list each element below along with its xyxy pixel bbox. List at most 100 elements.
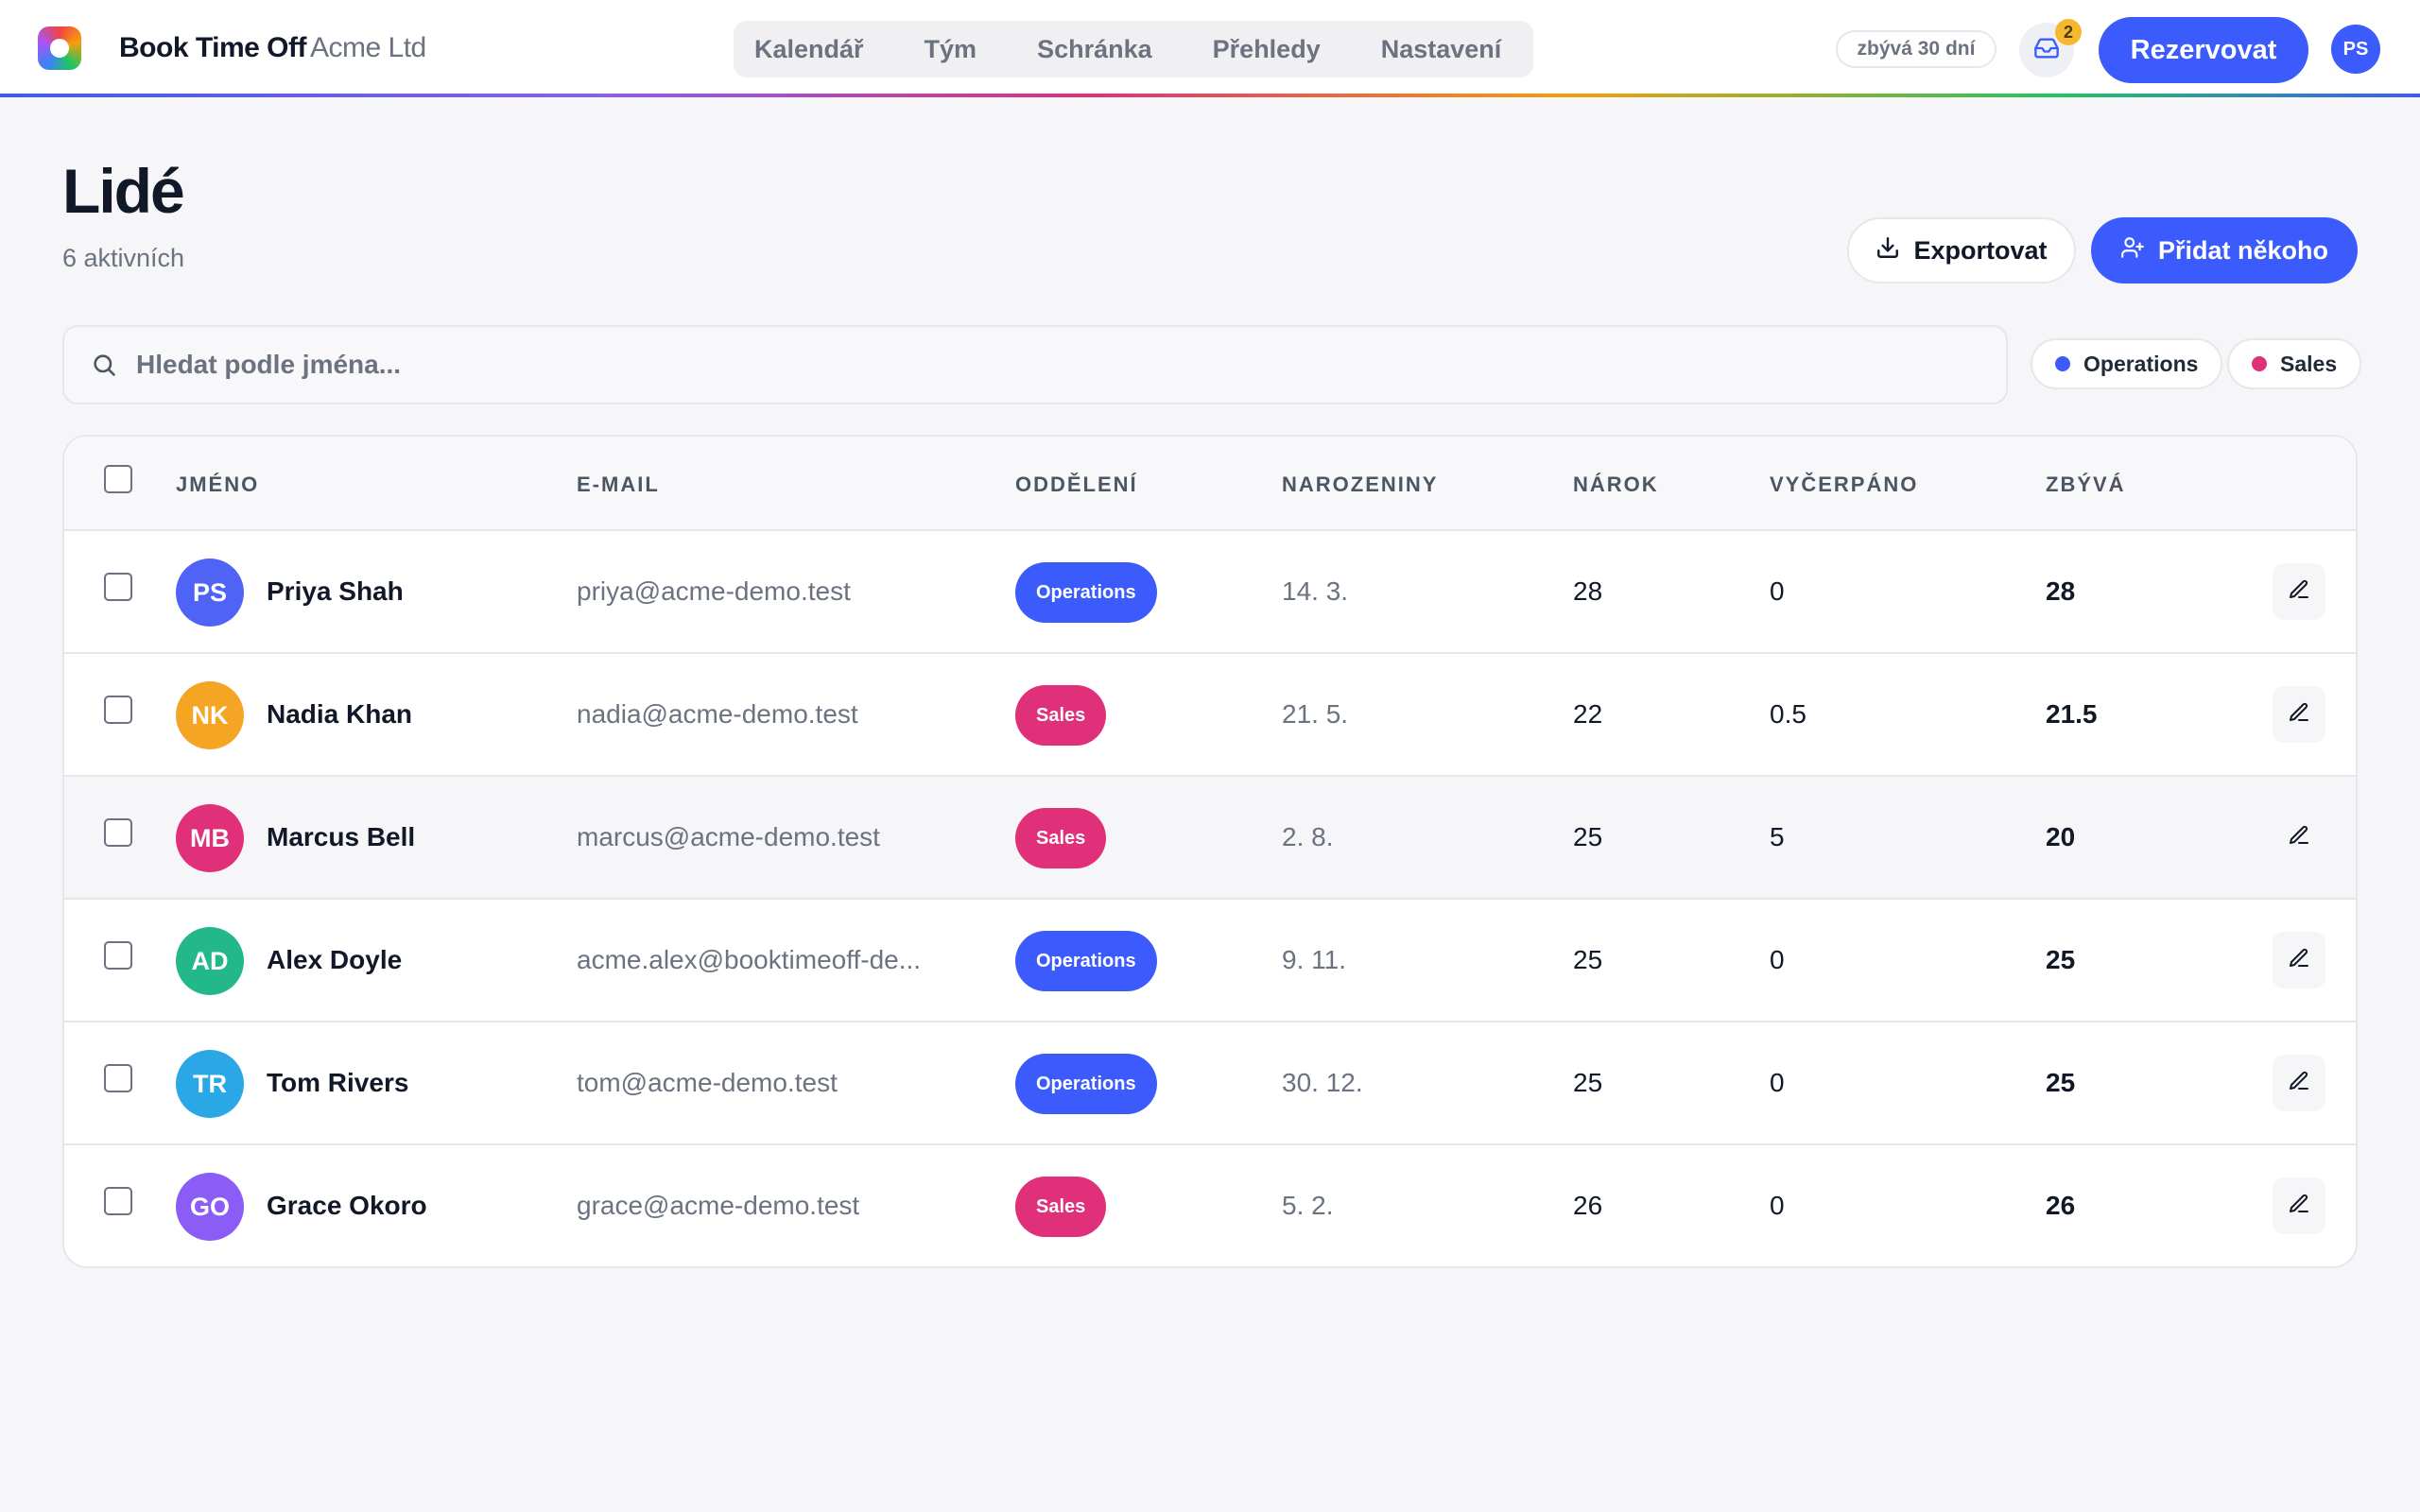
table-row[interactable]: AD Alex Doyle acme.alex@booktimeoff-de... O… [64,900,2356,1022]
entitlement-value: 25 [1573,822,1603,851]
download-icon [1876,235,1900,266]
sales-dot-icon [2252,356,2267,371]
used-value: 0 [1770,945,1785,974]
app-logo-icon[interactable] [38,26,81,70]
row-checkbox[interactable] [104,941,132,970]
birthday-value: 21. 5. [1282,699,1349,729]
birthday-value: 5. 2. [1282,1191,1334,1220]
column-header-remaining[interactable]: ZBÝVÁ [2046,472,2126,496]
filter-chip-label: Sales [2280,351,2338,376]
birthday-value: 2. 8. [1282,822,1334,851]
row-checkbox[interactable] [104,1187,132,1215]
book-button[interactable]: Rezervovat [2099,17,2308,83]
person-email: nadia@acme-demo.test [577,699,858,729]
table-row[interactable]: PS Priya Shah priya@acme-demo.test Operatio… [64,531,2356,654]
person-name[interactable]: Nadia Khan [267,699,413,729]
select-all-checkbox[interactable] [104,465,132,493]
person-email: priya@acme-demo.test [577,576,851,606]
birthday-value: 30. 12. [1282,1068,1363,1097]
add-person-label: Přidat někoho [2157,235,2329,265]
table-row[interactable]: TR Tom Rivers tom@acme-demo.test Operations… [64,1022,2356,1145]
nav-item-settings[interactable]: Nastavení [1380,34,1502,63]
page-title: Lidé [62,156,185,226]
pencil-icon [2288,578,2310,606]
edit-button[interactable] [2273,1055,2325,1111]
add-user-icon [2120,235,2145,266]
used-value: 0 [1770,1068,1785,1097]
nav-item-calendar[interactable]: Kalendář [754,34,864,63]
person-name[interactable]: Priya Shah [267,576,404,606]
used-value: 0 [1770,1191,1785,1220]
inbox-icon [2033,35,2060,66]
export-label: Exportovat [1913,235,2048,265]
nav-item-inbox[interactable]: Schránka [1037,34,1152,63]
edit-button[interactable] [2273,1177,2325,1234]
column-header-entitlement[interactable]: NÁROK [1573,472,1659,496]
remaining-value: 25 [2046,1068,2076,1097]
export-button[interactable]: Exportovat [1847,217,2076,284]
main-nav: Kalendář Tým Schránka Přehledy Nastavení [734,21,1533,77]
row-checkbox[interactable] [104,573,132,601]
avatar: MB [176,804,244,872]
column-header-department[interactable]: ODDĚLENÍ [1015,472,1138,496]
remaining-value: 20 [2046,822,2076,851]
avatar: TR [176,1050,244,1118]
row-checkbox[interactable] [104,696,132,724]
person-name[interactable]: Alex Doyle [267,945,403,974]
department-badge: Sales [1015,808,1107,868]
entitlement-value: 28 [1573,576,1603,606]
person-name[interactable]: Tom Rivers [267,1068,409,1097]
used-value: 0 [1770,576,1785,606]
search-box [62,325,2008,404]
avatar: AD [176,927,244,995]
pencil-icon [2288,824,2310,851]
user-avatar[interactable]: PS [2331,25,2380,74]
birthday-value: 14. 3. [1282,576,1349,606]
table-row[interactable]: GO Grace Okoro grace@acme-demo.test Sales 5.… [64,1145,2356,1266]
person-email: marcus@acme-demo.test [577,822,880,851]
department-badge: Sales [1015,685,1107,746]
column-header-used[interactable]: VYČERPÁNO [1770,472,1919,496]
department-badge: Operations [1015,1054,1157,1114]
search-icon [91,352,119,380]
used-value: 0.5 [1770,699,1806,729]
remaining-value: 25 [2046,945,2076,974]
edit-button[interactable] [2273,686,2325,743]
nav-item-reports[interactable]: Přehledy [1212,34,1321,63]
edit-button[interactable] [2273,932,2325,988]
person-name[interactable]: Marcus Bell [267,822,416,851]
row-checkbox[interactable] [104,1064,132,1092]
pencil-icon [2288,1070,2310,1097]
avatar: GO [176,1173,244,1241]
pencil-icon [2288,701,2310,729]
avatar: NK [176,681,244,749]
column-header-email[interactable]: E-MAIL [577,472,660,496]
search-input[interactable] [136,340,1970,389]
row-checkbox[interactable] [104,818,132,847]
edit-button[interactable] [2273,563,2325,620]
department-badge: Sales [1015,1177,1107,1237]
person-email: acme.alex@booktimeoff-de... [577,945,922,974]
entitlement-value: 22 [1573,699,1603,729]
organization-name: Acme Ltd [310,32,426,63]
table-row[interactable]: MB Marcus Bell marcus@acme-demo.test Sales 2… [64,777,2356,900]
table-header: JMÉNO E-MAIL ODDĚLENÍ NAROZENINY NÁROK V… [64,437,2356,531]
department-badge: Operations [1015,562,1157,623]
filter-chip-sales[interactable]: Sales [2227,338,2362,389]
people-table: JMÉNO E-MAIL ODDĚLENÍ NAROZENINY NÁROK V… [62,435,2358,1268]
add-person-button[interactable]: Přidat někoho [2091,217,2358,284]
remaining-days-badge: zbývá 30 dní [1836,30,1996,68]
nav-item-team[interactable]: Tým [924,34,977,63]
table-row[interactable]: NK Nadia Khan nadia@acme-demo.test Sales 21.… [64,654,2356,777]
filter-chip-label: Operations [2083,351,2199,376]
column-header-birthday[interactable]: NAROZENINY [1282,472,1439,496]
column-header-name[interactable]: JMÉNO [176,472,260,496]
birthday-value: 9. 11. [1282,945,1346,974]
department-badge: Operations [1015,931,1157,991]
pencil-icon [2288,1193,2310,1220]
operations-dot-icon [2055,356,2070,371]
top-bar: Book Time Off Acme Ltd Kalendář Tým Schr… [0,0,2420,98]
edit-button[interactable] [2273,809,2325,866]
filter-chip-operations[interactable]: Operations [2031,338,2223,389]
person-name[interactable]: Grace Okoro [267,1191,427,1220]
